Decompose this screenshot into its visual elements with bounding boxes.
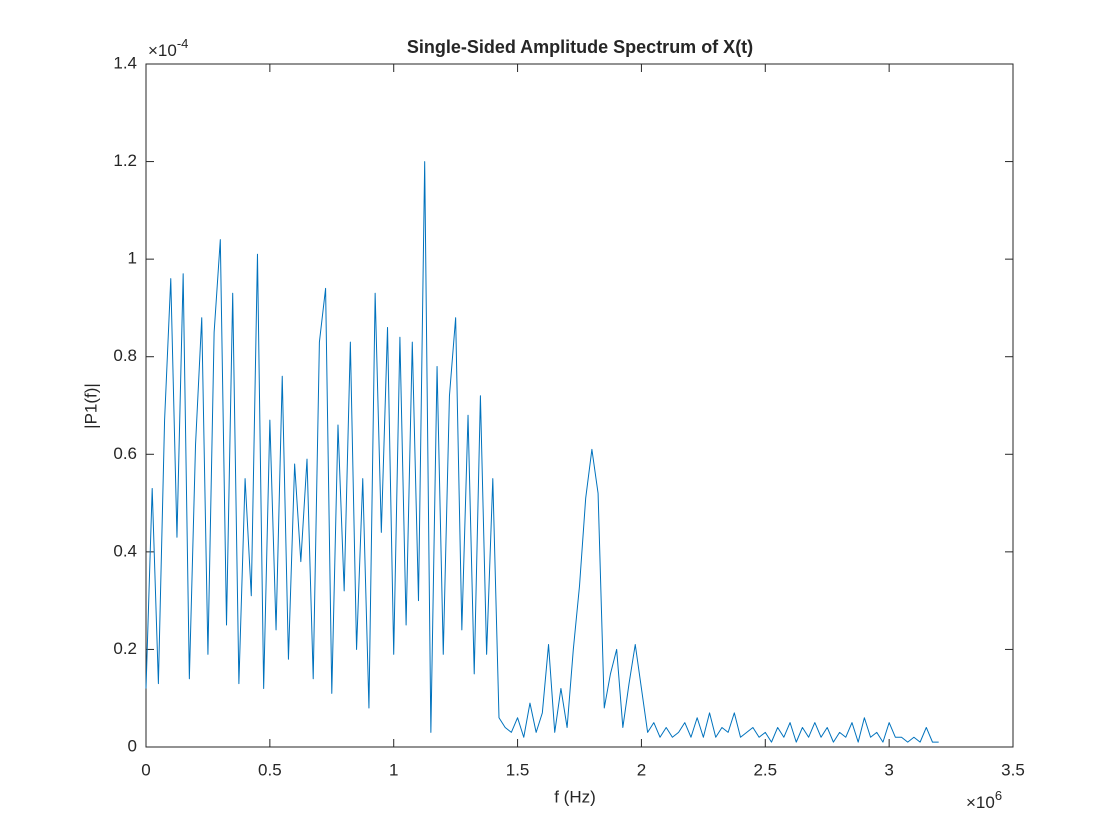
- x-multiplier: ×106: [966, 788, 1002, 812]
- plot-box: [145, 63, 1014, 748]
- y-tick-label: 1: [128, 249, 137, 268]
- x-tick-label: 2.5: [753, 760, 777, 779]
- x-tick-label: 0.5: [258, 760, 282, 779]
- y-tick-label: 1.2: [113, 151, 137, 170]
- y-tick-label: 0.4: [113, 541, 137, 560]
- x-tick-label: 3: [884, 760, 893, 779]
- y-tick-label: 0: [128, 736, 137, 755]
- x-tick-label: 2: [637, 760, 646, 779]
- x-tick-label: 1: [389, 760, 398, 779]
- y-multiplier: ×10-4: [148, 36, 188, 60]
- x-tick-label: 1.5: [506, 760, 530, 779]
- x-axis-label: f (Hz): [554, 787, 596, 806]
- x-multiplier-exponent: 6: [995, 788, 1002, 803]
- y-tick-label: 0.2: [113, 639, 137, 658]
- spectrum-line: [145, 161, 939, 743]
- x-tick-label: 3.5: [1001, 760, 1025, 779]
- x-tick-label: 0: [141, 760, 150, 779]
- y-axis-label: |P1(f)|: [81, 383, 100, 429]
- x-multiplier-base: ×10: [966, 793, 995, 812]
- y-multiplier-exponent: -4: [177, 36, 189, 51]
- y-tick-label: 1.4: [113, 53, 137, 72]
- y-multiplier-base: ×10: [148, 41, 177, 60]
- y-tick-label: 0.6: [113, 444, 137, 463]
- chart-title: Single-Sided Amplitude Spectrum of X(t): [407, 37, 753, 57]
- y-tick-label: 0.8: [113, 346, 137, 365]
